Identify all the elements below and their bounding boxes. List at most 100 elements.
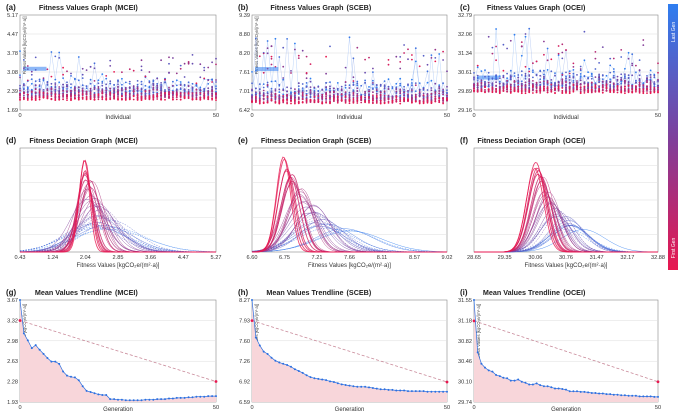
fitness-point bbox=[528, 89, 531, 92]
fitness-point bbox=[422, 88, 425, 90]
fitness-point bbox=[612, 76, 615, 79]
fitness-point bbox=[579, 83, 582, 86]
fitness-point bbox=[266, 47, 269, 50]
fitness-point bbox=[144, 95, 147, 98]
fitness-point bbox=[495, 28, 497, 30]
fitness-point bbox=[434, 92, 437, 94]
mean-point bbox=[535, 382, 538, 385]
fitness-point bbox=[290, 93, 292, 95]
fitness-point bbox=[583, 92, 586, 94]
fitness-point bbox=[364, 71, 366, 74]
fitness-point bbox=[383, 102, 386, 105]
mean-point bbox=[646, 395, 648, 398]
fitness-point bbox=[620, 73, 623, 76]
fitness-point bbox=[270, 80, 273, 83]
fitness-point bbox=[438, 87, 441, 89]
fitness-point bbox=[442, 50, 444, 53]
chart-title-suffix: (MCEI) bbox=[115, 3, 138, 12]
fitness-point bbox=[89, 78, 92, 81]
fitness-point bbox=[58, 90, 61, 93]
fitness-point bbox=[379, 83, 382, 86]
fitness-point bbox=[187, 92, 190, 95]
fitness-point bbox=[266, 91, 269, 93]
fitness-point bbox=[258, 91, 261, 93]
fitness-point bbox=[333, 87, 335, 90]
fitness-point bbox=[649, 86, 652, 89]
fitness-point bbox=[375, 94, 378, 97]
fitness-point bbox=[309, 63, 312, 65]
fitness-point bbox=[58, 95, 61, 97]
fitness-point bbox=[524, 81, 527, 84]
fitness-point bbox=[132, 98, 135, 101]
trend-dashed-line bbox=[251, 320, 448, 383]
fitness-point bbox=[282, 65, 285, 68]
fitness-point bbox=[262, 94, 265, 97]
mean-point bbox=[605, 393, 608, 396]
fitness-point bbox=[266, 92, 269, 95]
fitness-point bbox=[532, 62, 534, 65]
fitness-point bbox=[109, 82, 112, 85]
fitness-point bbox=[74, 92, 76, 95]
fitness-point bbox=[258, 92, 261, 95]
mean-point bbox=[418, 390, 421, 393]
fitness-point bbox=[407, 100, 409, 103]
fitness-point bbox=[379, 99, 382, 102]
fitness-point bbox=[290, 72, 292, 74]
fitness-point bbox=[175, 96, 178, 98]
fitness-point bbox=[258, 102, 261, 105]
x-tick-label: 1.24 bbox=[47, 255, 58, 261]
fitness-point bbox=[105, 75, 108, 77]
fitness-point bbox=[336, 89, 339, 91]
fitness-point bbox=[612, 91, 615, 94]
mean-point bbox=[329, 380, 331, 383]
mean-point bbox=[195, 395, 198, 398]
mean-point bbox=[587, 391, 590, 394]
fitness-point bbox=[513, 80, 516, 83]
fitness-point bbox=[70, 83, 72, 85]
fitness-point bbox=[62, 92, 64, 95]
fitness-point bbox=[594, 51, 597, 53]
fitness-point bbox=[635, 79, 637, 82]
fitness-point bbox=[121, 98, 123, 101]
fitness-point bbox=[360, 97, 363, 99]
fitness-point bbox=[627, 57, 630, 60]
fitness-point bbox=[532, 83, 534, 85]
fitness-point bbox=[524, 33, 527, 35]
fitness-point bbox=[657, 78, 659, 81]
fitness-point bbox=[199, 86, 202, 89]
fitness-point bbox=[635, 89, 637, 92]
fitness-point bbox=[539, 74, 542, 77]
x-tick-label: 50 bbox=[655, 113, 661, 119]
fitness-point bbox=[93, 93, 96, 96]
fitness-point bbox=[407, 83, 409, 86]
fitness-point bbox=[612, 83, 615, 86]
fitness-point bbox=[372, 94, 374, 97]
mean-point bbox=[144, 398, 147, 401]
fitness-point bbox=[207, 66, 210, 69]
fitness-point bbox=[101, 82, 104, 84]
fitness-point bbox=[183, 62, 186, 65]
fitness-point bbox=[297, 88, 300, 90]
fitness-point bbox=[258, 96, 261, 99]
fitness-point bbox=[266, 85, 269, 88]
fitness-point bbox=[70, 72, 72, 75]
fitness-point bbox=[156, 98, 159, 100]
fitness-point bbox=[66, 90, 68, 92]
mean-point bbox=[282, 362, 285, 365]
fitness-point bbox=[148, 86, 151, 89]
fitness-point bbox=[375, 99, 378, 102]
fitness-point bbox=[539, 89, 542, 91]
fitness-point bbox=[403, 85, 405, 88]
fitness-point bbox=[576, 74, 578, 76]
fitness-point bbox=[152, 84, 155, 87]
fitness-point bbox=[383, 84, 386, 87]
fitness-point bbox=[543, 75, 545, 78]
fitness-point bbox=[491, 52, 494, 55]
fitness-point bbox=[646, 79, 648, 82]
fitness-point bbox=[278, 102, 281, 105]
fitness-point bbox=[568, 75, 571, 77]
mean-point bbox=[251, 299, 253, 301]
fitness-point bbox=[140, 88, 143, 91]
fitness-point bbox=[517, 76, 520, 79]
mean-point bbox=[128, 399, 131, 402]
